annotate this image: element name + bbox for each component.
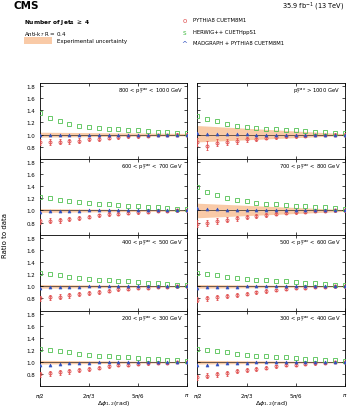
Text: $\Delta\phi_{1,2}$(rad): $\Delta\phi_{1,2}$(rad) <box>97 399 130 407</box>
Text: 600 < p$_T^{max}$ < 700 GeV: 600 < p$_T^{max}$ < 700 GeV <box>121 162 183 171</box>
Text: o: o <box>182 18 187 25</box>
Text: s: s <box>183 30 186 36</box>
Text: Experimental uncertainty: Experimental uncertainty <box>57 39 128 44</box>
Text: PYTHIA8 CUETM8M1: PYTHIA8 CUETM8M1 <box>193 18 246 23</box>
Text: 700 < p$_T^{max}$ < 800 GeV: 700 < p$_T^{max}$ < 800 GeV <box>278 162 340 171</box>
Text: $\Delta\phi_{1,2}$(rad): $\Delta\phi_{1,2}$(rad) <box>254 399 287 407</box>
Text: Anti-k$_T$ R = 0.4: Anti-k$_T$ R = 0.4 <box>24 30 67 39</box>
Text: CMS: CMS <box>14 1 39 11</box>
Text: 300 < p$_T^{max}$ < 400 GeV: 300 < p$_T^{max}$ < 400 GeV <box>278 313 340 323</box>
Text: 800 < p$_T^{max}$ < 1000 GeV: 800 < p$_T^{max}$ < 1000 GeV <box>118 86 183 96</box>
Text: HERWIG++ CUETHppS1: HERWIG++ CUETHppS1 <box>193 30 256 35</box>
Text: ^: ^ <box>182 41 187 47</box>
Text: 500 < p$_T^{max}$ < 600 GeV: 500 < p$_T^{max}$ < 600 GeV <box>278 238 340 247</box>
Text: 200 < p$_T^{max}$ < 300 GeV: 200 < p$_T^{max}$ < 300 GeV <box>121 313 183 323</box>
Text: Ratio to data: Ratio to data <box>2 213 8 258</box>
Text: MADGRAPH + PYTHIA8 CUETM8M1: MADGRAPH + PYTHIA8 CUETM8M1 <box>193 41 284 46</box>
Text: Number of Jets $\geq$ 4: Number of Jets $\geq$ 4 <box>24 18 91 27</box>
Text: 400 < p$_T^{max}$ < 500 GeV: 400 < p$_T^{max}$ < 500 GeV <box>121 238 183 247</box>
Text: p$_T^{max}$ > 1000 GeV: p$_T^{max}$ > 1000 GeV <box>293 86 340 96</box>
Text: 35.9 fb$^{-1}$ (13 TeV): 35.9 fb$^{-1}$ (13 TeV) <box>282 1 345 13</box>
